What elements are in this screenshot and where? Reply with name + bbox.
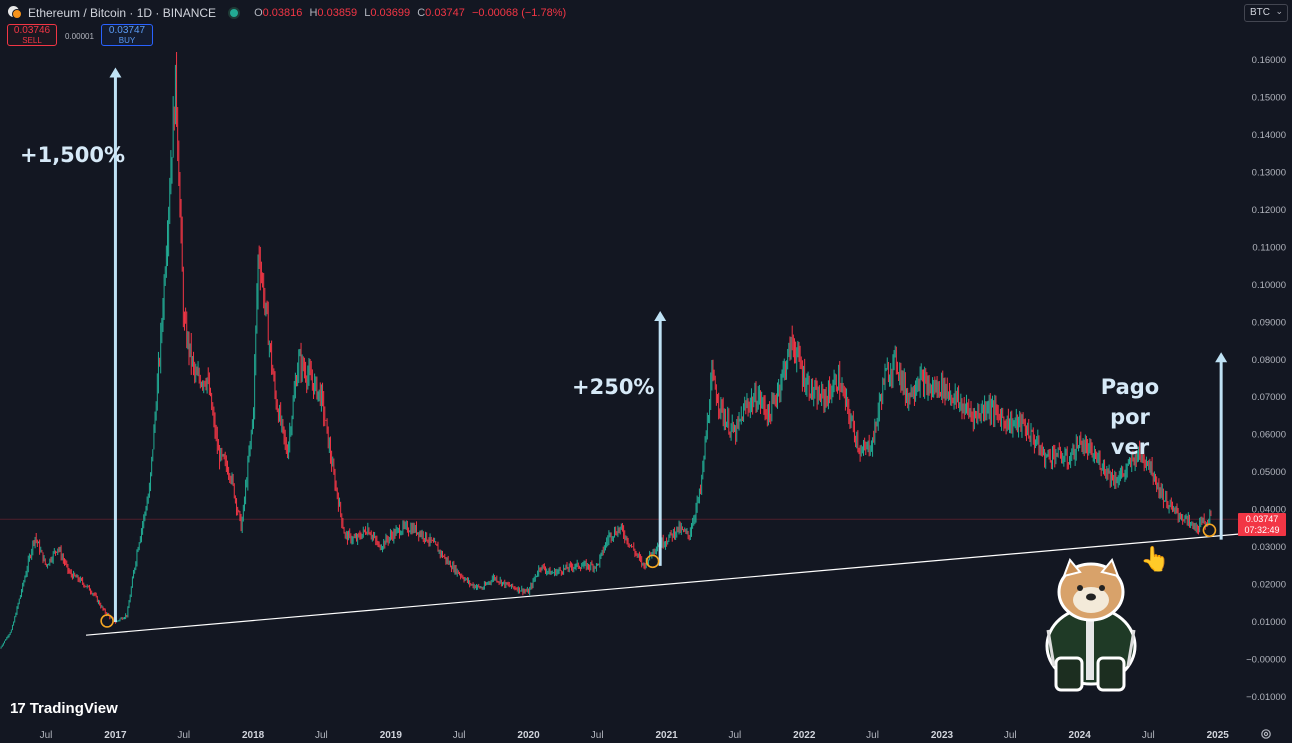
x-tick-label: Jul [453,730,466,741]
low-label: L [364,7,371,19]
growth-arrow-head [654,311,667,322]
tradingview-logo-icon: 17 [10,700,26,717]
x-tick-label: 2024 [1069,730,1092,741]
pay-to-see-line2: ver [1110,435,1150,459]
gain-2017-label: +1,500% [20,143,126,167]
candle-series [0,52,1212,649]
open-value: 0.03816 [262,7,303,19]
currency-select[interactable]: BTC ⌄ [1244,4,1288,22]
sell-label: SELL [22,36,42,45]
x-tick-label: 2019 [380,730,403,741]
low-value: 0.03699 [370,7,411,19]
dog-mascot-sticker [1045,558,1137,692]
pay-to-see-label: Pago por ver [1078,372,1182,462]
y-tick-label: 0.10000 [1252,280,1286,291]
x-tick-label: Jul [728,730,741,741]
buy-price: 0.03747 [108,25,146,36]
close-label: C [417,7,426,19]
bottom-marker [100,614,114,628]
x-tick-label: Jul [866,730,879,741]
x-tick-label: Jul [1142,730,1155,741]
x-tick-label: 2017 [104,730,127,741]
y-tick-label: 0.01000 [1252,617,1286,628]
bar-countdown: 07:32:49 [1244,525,1280,535]
y-tick-label: 0.15000 [1252,92,1286,103]
y-tick-label: 0.09000 [1252,317,1286,328]
y-tick-label: 0.06000 [1252,430,1286,441]
x-tick-label: Jul [315,730,328,741]
bottom-marker [1202,523,1217,538]
x-tick-label: 2023 [931,730,954,741]
pointing-hand-icon: 👆 [1140,546,1170,573]
y-tick-label: 0.07000 [1252,392,1286,403]
open-label: O [254,7,263,19]
x-tick-label: 2020 [517,730,540,741]
last-price-value: 0.03747 [1245,514,1279,524]
eth-btc-symbol-icon [8,6,22,20]
support-trendline [85,533,1240,636]
watermark-text: TradingView [29,700,118,717]
y-tick-label: 0.08000 [1252,355,1286,366]
last-price-badge: 0.03747 07:32:49 [1238,513,1286,536]
sell-price: 0.03746 [13,25,51,36]
tradingview-watermark[interactable]: 17 TradingView [10,700,118,717]
x-tick-label: Jul [1004,730,1017,741]
y-tick-label: −0.00000 [1246,655,1286,666]
x-tick-label: 2018 [242,730,265,741]
x-tick-label: 2025 [1207,730,1230,741]
ohlc-readout: O0.03816 H0.03859 L0.03699 C0.03747 −0.0… [254,7,566,19]
y-tick-label: 0.13000 [1252,167,1286,178]
chevron-down-icon: ⌄ [1275,6,1283,16]
x-tick-label: Jul [40,730,53,741]
high-value: 0.03859 [317,7,358,19]
y-tick-label: −0.01000 [1246,692,1286,703]
x-tick-label: 2022 [793,730,816,741]
growth-arrow-head [1215,352,1228,363]
symbol-title[interactable]: Ethereum / Bitcoin · 1D · BINANCE [28,6,217,20]
y-tick-label: 0.04000 [1252,505,1286,516]
close-value: 0.03747 [425,7,465,19]
y-tick-label: 0.12000 [1252,205,1286,216]
spread-value: 0.00001 [65,32,94,41]
sell-button[interactable]: 0.03746 SELL [7,24,57,46]
change-value: −0.00068 (−1.78%) [471,7,567,19]
y-tick-label: 0.03000 [1252,542,1286,553]
y-tick-label: 0.16000 [1252,55,1286,66]
growth-arrow-head [109,67,122,78]
y-tick-label: 0.14000 [1252,130,1286,141]
pay-to-see-line1: Pago por [1100,375,1160,429]
buy-button[interactable]: 0.03747 BUY [101,24,153,46]
gain-2021-label: +250% [572,375,655,399]
y-tick-label: 0.02000 [1252,580,1286,591]
bottom-marker [645,554,660,569]
x-tick-label: 2021 [655,730,678,741]
x-tick-label: Jul [591,730,604,741]
currency-value: BTC [1250,7,1270,18]
high-label: H [309,7,318,19]
buy-label: BUY [118,36,136,45]
live-status-icon [228,7,241,19]
x-tick-label: Jul [177,730,190,741]
y-tick-label: 0.05000 [1252,467,1286,478]
y-tick-label: 0.11000 [1252,242,1286,253]
chart-header: Ethereum / Bitcoin · 1D · BINANCE O0.038… [8,5,566,21]
settings-gear-icon[interactable] [1260,728,1272,740]
